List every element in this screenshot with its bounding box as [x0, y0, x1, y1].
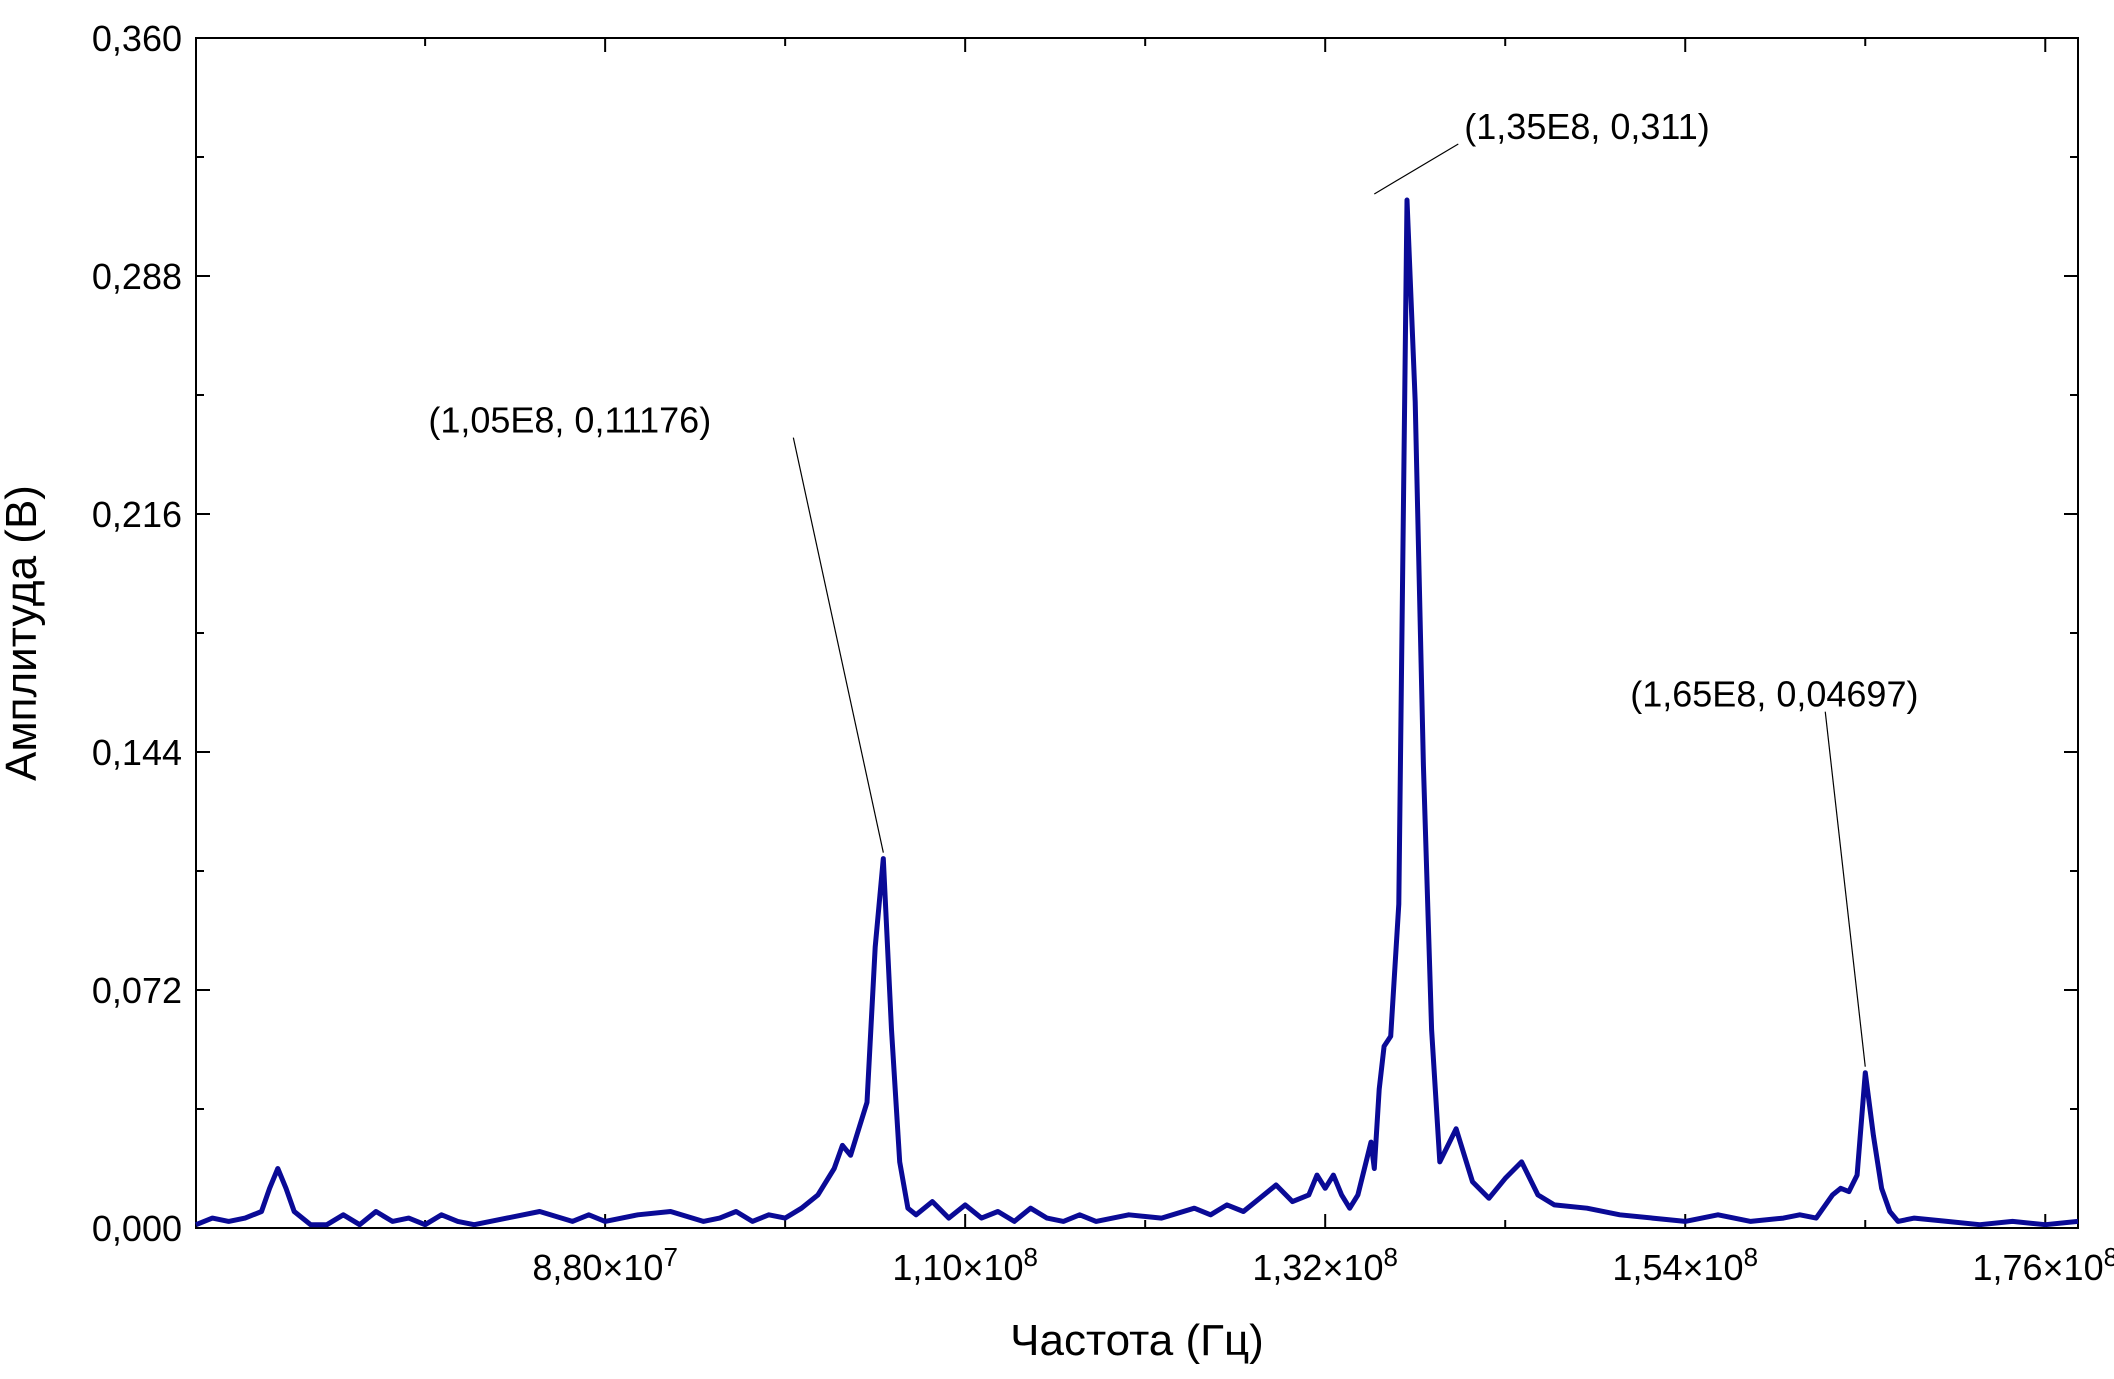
y-tick-label: 0,360: [92, 18, 182, 59]
y-tick-label: 0,072: [92, 970, 182, 1011]
peak-annotation-label: (1,65E8, 0,04697): [1630, 674, 1918, 715]
annotation-leader: [1373, 143, 1459, 195]
y-axis-title: Амплитуда (В): [0, 485, 46, 781]
y-tick-label: 0,000: [92, 1208, 182, 1249]
plot-frame: [195, 37, 2079, 1229]
x-tick-label: 1,54×108: [1612, 1242, 1758, 1288]
y-tick-label: 0,288: [92, 256, 182, 297]
peak-annotation-label: (1,05E8, 0,11176): [428, 400, 711, 441]
peak-annotation-label: (1,35E8, 0,311): [1464, 106, 1710, 147]
annotation-leader: [1824, 711, 1866, 1067]
x-tick-label: 8,80×107: [532, 1242, 678, 1288]
annotation-leader: [792, 437, 884, 853]
peak-annotations: (1,05E8, 0,11176) (1,35E8, 0,311) (1,65E8,…: [428, 106, 1918, 1067]
x-tick-label: 1,76×108: [1972, 1242, 2114, 1288]
x-tick-label: 1,32×108: [1252, 1242, 1398, 1288]
x-tick-label: 1,10×108: [892, 1242, 1038, 1288]
y-tick-label: 0,144: [92, 732, 182, 773]
y-axis: 0,000 0,072 0,144 0,216 0,288 0,360: [92, 18, 2078, 1249]
series-line: [195, 197, 2079, 1228]
x-axis-title: Частота (Гц): [1010, 1316, 1264, 1365]
y-tick-label: 0,216: [92, 494, 182, 535]
